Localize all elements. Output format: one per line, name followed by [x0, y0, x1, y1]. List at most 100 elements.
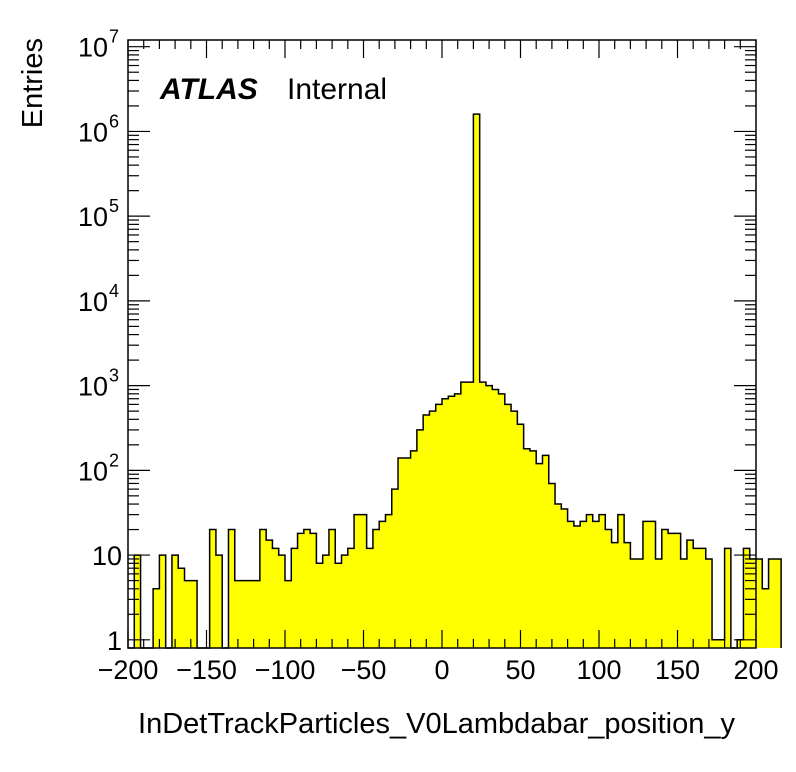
- histogram-bar: [548, 483, 556, 648]
- histogram-bar: [266, 540, 273, 648]
- histogram-bar: [360, 514, 368, 648]
- histogram-bar: [328, 529, 336, 648]
- y-tick-label: 10: [78, 33, 108, 63]
- histogram-bar: [724, 548, 732, 648]
- histogram-bar: [718, 639, 725, 648]
- histogram-bar: [278, 555, 286, 648]
- histogram-bar: [398, 457, 405, 648]
- x-tick-label: 100: [576, 655, 621, 685]
- histogram-bar: [178, 568, 185, 648]
- histogram-bar: [215, 555, 223, 648]
- histogram-bar: [460, 382, 468, 648]
- histogram-bar: [429, 411, 437, 648]
- histogram-bar: [404, 457, 411, 648]
- y-tick-exponent: 5: [109, 196, 119, 216]
- histogram-bar: [693, 548, 700, 648]
- histogram-bar: [573, 526, 581, 648]
- histogram-bar: [630, 558, 638, 648]
- histogram-bar: [366, 548, 374, 648]
- histogram-bars: [134, 114, 782, 648]
- histogram-bar: [555, 504, 562, 648]
- histogram-bar: [253, 580, 261, 648]
- histogram-bar: [184, 580, 192, 648]
- histogram-bar: [391, 489, 399, 648]
- histogram-bar: [442, 398, 449, 648]
- histogram-bar: [234, 580, 242, 648]
- histogram-bar: [228, 529, 236, 648]
- histogram-bar: [498, 393, 506, 648]
- histogram-bar: [743, 548, 751, 648]
- histogram-bar: [749, 558, 757, 648]
- histogram-bar: [316, 563, 324, 648]
- histogram-bar: [247, 580, 254, 648]
- histogram-bar: [291, 548, 298, 648]
- histogram-bar: [153, 588, 160, 648]
- x-tick-label: 200: [733, 655, 778, 685]
- histogram-bar: [379, 521, 386, 648]
- histogram-bar: [423, 414, 430, 648]
- histogram-bar: [485, 385, 493, 648]
- histogram-bar: [454, 393, 462, 648]
- y-tick-exponent: 2: [109, 450, 119, 470]
- histogram-bar: [354, 514, 361, 648]
- histogram-bar: [649, 521, 656, 648]
- x-tick-label: 0: [434, 655, 449, 685]
- x-tick-label: 50: [505, 655, 535, 685]
- histogram-bar: [567, 521, 575, 648]
- histogram-bar: [599, 514, 606, 648]
- histogram-bar: [416, 429, 424, 648]
- histogram-bar: [448, 396, 455, 648]
- histogram-bar: [504, 404, 512, 648]
- histogram-bar: [297, 533, 305, 648]
- y-tick-label: 10: [78, 456, 108, 486]
- histogram-bar: [209, 529, 217, 648]
- histogram-bar: [586, 514, 594, 648]
- y-axis-ticks: [128, 46, 756, 641]
- y-tick-label: 10: [78, 202, 108, 232]
- histogram-bar: [259, 529, 267, 648]
- y-tick-label: 10: [78, 287, 108, 317]
- histogram-bar: [712, 639, 719, 648]
- x-tick-label: −150: [176, 655, 237, 685]
- histogram-bar: [303, 529, 311, 648]
- y-tick-exponent: 4: [109, 281, 119, 301]
- histogram-bar: [285, 580, 292, 648]
- histogram-bar: [410, 450, 418, 648]
- histogram-bar: [762, 588, 769, 648]
- histogram-bar: [467, 382, 474, 648]
- y-tick-exponent: 7: [109, 27, 119, 47]
- histogram-bar: [605, 529, 612, 648]
- histogram-bar: [517, 424, 525, 648]
- histogram-bar: [542, 455, 550, 648]
- histogram-bar: [661, 529, 669, 648]
- histogram-bar: [272, 548, 280, 648]
- histogram-bar: [190, 580, 198, 648]
- x-tick-label: −100: [255, 655, 316, 685]
- y-tick-label: 10: [78, 117, 108, 147]
- y-tick-label: 1: [107, 626, 122, 656]
- atlas-label: ATLAS: [159, 73, 258, 106]
- x-tick-label: 150: [655, 655, 700, 685]
- histogram-bar: [580, 521, 587, 648]
- histogram-bar: [768, 558, 776, 648]
- y-tick-exponent: 3: [109, 366, 119, 386]
- histogram-bar: [655, 558, 663, 648]
- x-axis-title: InDetTrackParticles_V0Lambdabar_position…: [138, 708, 735, 740]
- histogram-bar: [561, 508, 568, 648]
- histogram-bar: [310, 533, 317, 648]
- histogram-bar: [686, 540, 694, 648]
- x-axis-ticks: [127, 40, 757, 648]
- x-tick-label: −50: [341, 655, 387, 685]
- histogram-bar: [385, 514, 393, 648]
- histogram-bar: [241, 580, 248, 648]
- histogram-bar: [347, 548, 355, 648]
- histogram-bar: [668, 533, 675, 648]
- histogram-bar: [680, 558, 688, 648]
- histogram-bar: [624, 542, 631, 648]
- histogram-bar: [536, 463, 543, 648]
- histogram-outline: [128, 113, 782, 649]
- histogram-bar: [335, 563, 342, 648]
- histogram-bar: [642, 521, 650, 648]
